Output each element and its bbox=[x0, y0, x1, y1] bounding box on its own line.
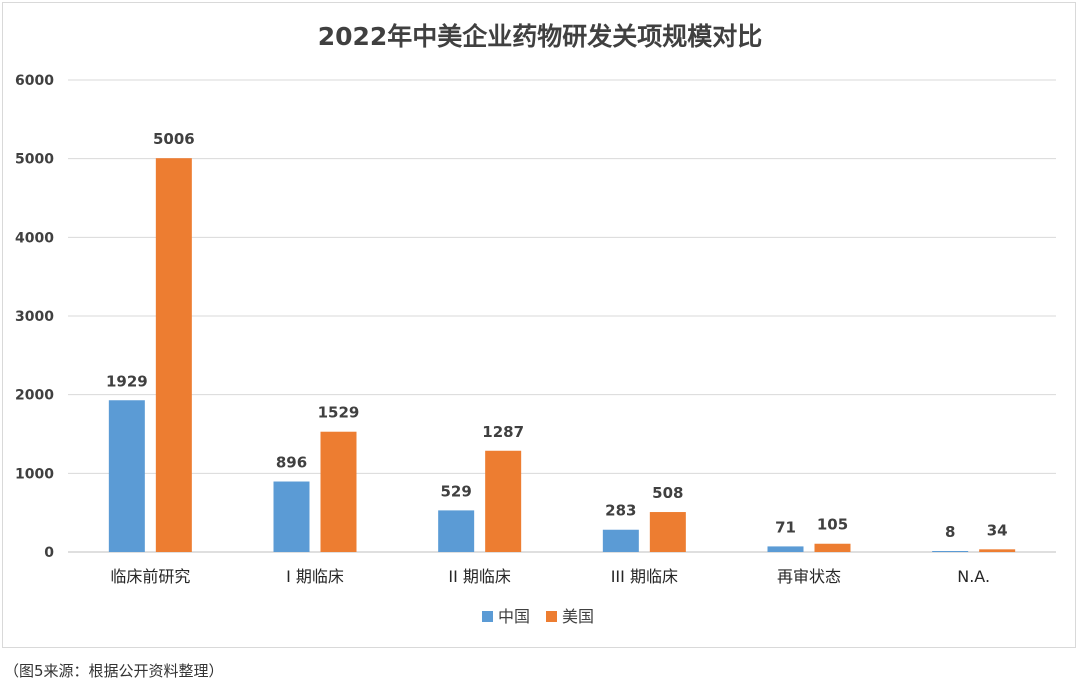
y-tick-label: 1000 bbox=[15, 466, 54, 482]
data-label: 529 bbox=[441, 482, 472, 500]
bar bbox=[155, 158, 192, 552]
data-label: 34 bbox=[987, 521, 1008, 539]
legend-entry: 美国 bbox=[562, 607, 594, 626]
bar bbox=[602, 529, 639, 552]
data-label: 71 bbox=[775, 518, 796, 536]
y-tick-label: 2000 bbox=[15, 388, 54, 404]
legend-swatch bbox=[546, 611, 557, 622]
x-category-label: III 期临床 bbox=[611, 567, 678, 586]
legend: 中国 美国 bbox=[482, 607, 594, 626]
bar bbox=[485, 450, 522, 552]
bar bbox=[438, 510, 475, 552]
bar bbox=[273, 481, 310, 552]
data-label: 1529 bbox=[318, 404, 360, 422]
y-tick-label: 3000 bbox=[15, 309, 54, 325]
x-axis-categories: 临床前研究 I 期临床 II 期临床 III 期临床 再审状态 N.A. bbox=[110, 567, 990, 586]
data-label: 8 bbox=[945, 523, 955, 541]
bar-chart: 2022年中美企业药物研发关项规模对比 0 1000 2000 3000 4000 500… bbox=[15, 22, 1056, 626]
data-label: 1929 bbox=[106, 372, 148, 390]
data-label: 508 bbox=[652, 484, 683, 502]
y-tick-label: 4000 bbox=[15, 230, 54, 246]
data-label: 5006 bbox=[153, 130, 195, 148]
x-category-label: 临床前研究 bbox=[110, 567, 190, 586]
data-label: 105 bbox=[817, 516, 848, 534]
gridlines bbox=[68, 79, 1056, 553]
bars bbox=[108, 158, 1016, 552]
data-label: 1287 bbox=[482, 423, 524, 441]
data-labels: 1929 5006 896 1529 529 1287 283 508 71 105 8 34 bbox=[106, 130, 1008, 541]
bar bbox=[320, 431, 357, 552]
chart-title: 2022年中美企业药物研发关项规模对比 bbox=[318, 22, 763, 51]
x-category-label: II 期临床 bbox=[448, 567, 511, 586]
legend-swatch bbox=[482, 611, 493, 622]
bar bbox=[979, 549, 1016, 552]
source-note: （图5来源：根据公开资料整理） bbox=[4, 662, 224, 680]
bar bbox=[932, 551, 969, 552]
bar bbox=[814, 543, 851, 552]
data-label: 283 bbox=[605, 502, 636, 520]
y-axis-ticks: 0 1000 2000 3000 4000 5000 6000 bbox=[15, 73, 54, 561]
bar bbox=[649, 512, 686, 552]
x-category-label: I 期临床 bbox=[286, 567, 344, 586]
data-label: 896 bbox=[276, 454, 307, 472]
x-category-label: N.A. bbox=[957, 567, 990, 586]
legend-entry: 中国 bbox=[498, 607, 530, 626]
y-tick-label: 5000 bbox=[15, 152, 54, 168]
y-tick-label: 6000 bbox=[15, 73, 54, 89]
x-category-label: 再审状态 bbox=[777, 567, 841, 586]
bar bbox=[108, 400, 145, 552]
y-tick-label: 0 bbox=[44, 545, 54, 561]
bar bbox=[767, 546, 804, 552]
